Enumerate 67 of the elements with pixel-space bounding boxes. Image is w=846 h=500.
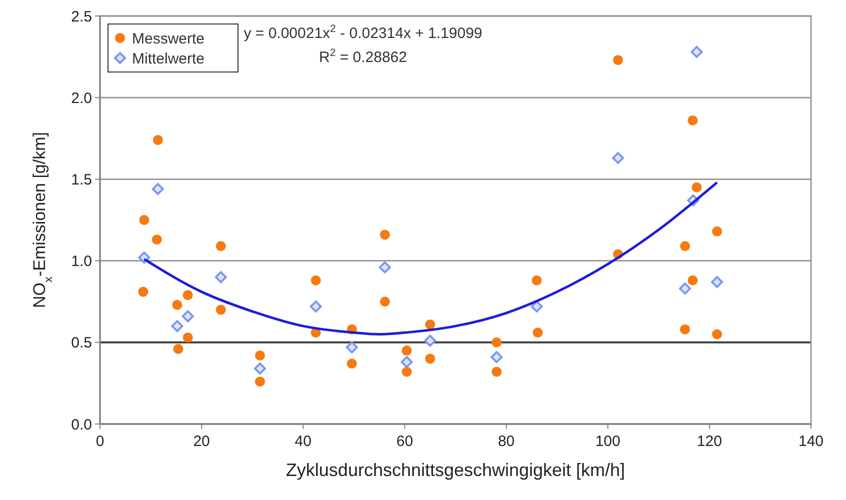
point [688,275,698,286]
x-tick-label: 80 [498,433,515,450]
x-tick-label: 20 [193,433,210,450]
point [378,261,391,274]
point [214,271,227,284]
point [380,296,390,307]
point [680,241,690,252]
point [254,376,265,387]
x-tick-label: 40 [294,433,312,450]
point [346,358,357,369]
y-tick-label: 0.0 [71,416,92,434]
point [182,290,193,300]
y-tick-label: 2.5 [71,8,92,26]
point [424,334,436,347]
point [679,282,692,295]
point [139,215,150,225]
point [172,300,182,310]
point [380,230,390,240]
point [254,350,265,360]
point [216,241,226,252]
point [612,152,624,164]
point [680,324,690,334]
point [425,319,436,330]
annotation: y = 0.00021x$^{2}$ - 0.02314x + 1.19099 [244,23,482,42]
point [152,182,164,195]
point [173,344,184,354]
x-tick-label: 100 [595,433,620,450]
point [138,286,148,297]
point [532,275,542,286]
legend-label: Mittelwerte [132,50,205,68]
point [712,226,722,236]
point [182,310,194,322]
point [346,341,358,354]
y-tick-label: 0.5 [71,334,92,352]
point [712,329,722,340]
point [690,46,703,58]
point [310,275,321,286]
x-tick-label: 60 [396,433,414,450]
point [402,346,412,356]
point [425,354,436,364]
y-tick-label: 1.5 [71,171,92,188]
point [171,320,184,332]
point [254,362,266,375]
point [152,135,163,146]
point [492,366,502,377]
point [152,234,162,245]
point [692,182,702,192]
y-tick-label: 1.0 [71,253,92,270]
point [492,337,502,348]
point [400,356,413,368]
point [532,328,543,338]
y-tick-label: 2.0 [71,90,92,107]
x-tick-label: 140 [798,433,824,450]
point [530,300,543,312]
point [216,304,226,315]
point [182,332,193,343]
point [613,55,624,66]
point [310,300,322,312]
x-tick-label: 0 [96,433,104,450]
point [490,351,503,364]
legend-label: Messwerte [132,30,205,48]
point [402,366,412,377]
point [711,276,724,288]
x-axis-title: Zyklusdurchschnittsgeschwingigkeit [km/h] [286,460,626,480]
point [688,115,698,126]
annotation: R$^{2}$ = 0.28862 [318,47,408,66]
x-tick-label: 120 [696,433,722,450]
